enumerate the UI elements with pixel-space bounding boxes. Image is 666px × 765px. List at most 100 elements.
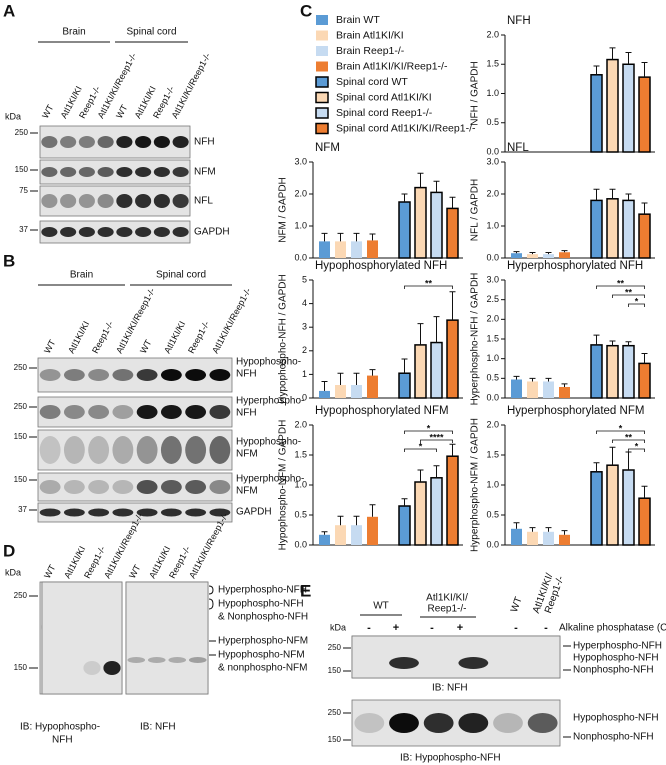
bar (559, 534, 570, 545)
panel-label: E (300, 581, 311, 600)
lane-label: Atl1KI/KI (66, 319, 91, 355)
error-bar (337, 515, 344, 526)
y-tick-label: 2.0 (486, 188, 499, 198)
blot-band (112, 436, 134, 464)
caption: IB: NFH (140, 722, 176, 733)
blot-band (97, 167, 114, 177)
cip-sign: + (393, 622, 399, 634)
error-bar (625, 451, 632, 470)
bar (590, 199, 603, 259)
bar (351, 241, 362, 258)
chart-title: NFL (507, 142, 529, 154)
blot-band (88, 508, 110, 517)
marker-label: 37 (19, 225, 28, 234)
bar (430, 477, 443, 546)
significance-bracket (596, 430, 645, 434)
blot-band (116, 167, 133, 177)
group-label: Spinal cord (156, 270, 206, 281)
error-bar (561, 530, 568, 535)
bar (414, 186, 427, 259)
y-tick-label: 0.0 (294, 252, 307, 262)
significance-label: * (619, 423, 623, 433)
error-bar (529, 527, 536, 532)
significance-bracket (628, 448, 645, 452)
panel-label: D (3, 541, 15, 560)
blot-band (60, 194, 77, 208)
protein-label: NFM (236, 486, 258, 497)
bar (319, 390, 330, 398)
blot-band (39, 480, 61, 494)
y-tick-label: 2 (302, 345, 307, 355)
blot-band (112, 508, 134, 517)
significance-bracket (404, 430, 453, 434)
significance-label: ** (625, 287, 633, 297)
bar (622, 344, 635, 399)
marker-label: 250 (15, 128, 29, 137)
error-bar (353, 515, 360, 526)
kda-label: kDa (330, 622, 346, 632)
marker-label: 37 (18, 505, 27, 514)
blot-band (88, 369, 110, 381)
blot-strip (37, 502, 233, 523)
bar (511, 253, 522, 258)
blot-band (185, 405, 207, 419)
lane-label: WT (42, 338, 58, 355)
bar (606, 464, 619, 546)
blot-band (172, 227, 189, 237)
blot-band (168, 657, 187, 663)
blot-band (63, 436, 85, 464)
protein-label: Hypophospho- (236, 437, 301, 448)
blot-band (63, 369, 85, 381)
error-bar (609, 47, 616, 60)
marker-label: 250 (14, 591, 28, 600)
blot-band (63, 405, 85, 419)
protein-label: GAPDH (194, 227, 230, 238)
band-label: Hypophospho-NFH (573, 653, 659, 664)
y-tick-label: 1 (302, 369, 307, 379)
legend-label: Spinal cord Atl1KI/KI/Reep1-/- (336, 122, 476, 134)
blot-band (63, 508, 85, 517)
y-axis-label: NFH / GAPDH (470, 61, 481, 125)
band-label: Hyperphospho-NFM (218, 636, 308, 647)
chart-title: Hyperphosphorylated NFH (507, 260, 643, 272)
error-bar (641, 485, 648, 499)
y-axis-label: Hypophospho-NFH / GAPDH (278, 274, 289, 404)
error-bar (641, 61, 648, 78)
marker-label: 150 (14, 663, 28, 672)
error-bar (593, 65, 600, 75)
band-label: Hyperphospho-NFH (573, 641, 662, 652)
blot-band (41, 194, 58, 208)
blot-band (78, 227, 95, 237)
panel-label: C (300, 1, 312, 20)
blot-band (160, 369, 182, 381)
marker-label: 150 (15, 165, 29, 174)
band-label: & nonphospho-NFM (218, 663, 308, 674)
bar (446, 319, 459, 399)
blot-strip (351, 635, 561, 679)
error-bar (369, 369, 376, 376)
y-tick-label: 0.0 (486, 146, 499, 156)
blot-band (160, 480, 182, 494)
lane-label: WT (114, 103, 130, 120)
blot-band (103, 661, 121, 675)
significance-label: * (635, 296, 639, 306)
legend-swatch (316, 30, 328, 41)
legend-label: Brain Atl1KI/KI (336, 29, 404, 41)
significance-bracket (612, 294, 645, 298)
error-bar (401, 358, 408, 374)
y-tick-label: 0.0 (486, 252, 499, 262)
y-tick-label: 2.5 (486, 294, 499, 304)
y-axis-label: Hypophospho-NFM / GAPDH (278, 420, 289, 551)
blot-band (136, 369, 158, 381)
cip-sign: + (457, 622, 463, 634)
blot-band (354, 713, 385, 733)
legend-swatch (315, 91, 329, 104)
group-label: Reep1-/- (428, 604, 467, 615)
marker-label: 250 (328, 708, 342, 717)
blot-band (354, 657, 384, 669)
bar (606, 58, 619, 153)
blot-band (88, 480, 110, 494)
y-tick-label: 2.0 (486, 314, 499, 324)
significance-bracket (596, 285, 645, 289)
